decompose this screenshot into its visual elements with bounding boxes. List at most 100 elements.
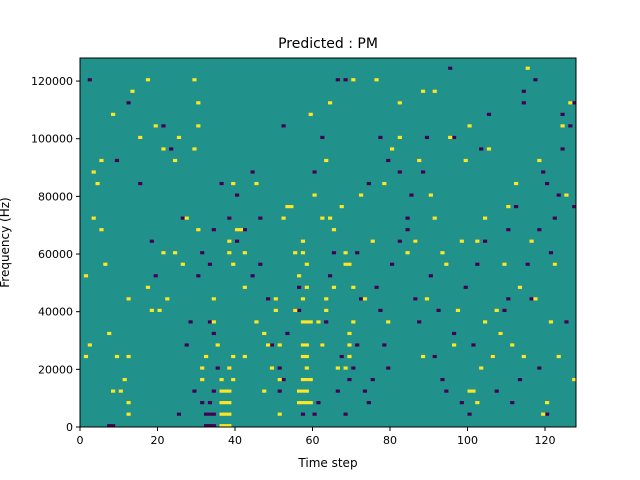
heatmap-cell-high	[196, 124, 201, 128]
heatmap-cell-high	[103, 262, 108, 266]
heatmap-cell-low	[378, 135, 383, 140]
heatmap-cell-low	[506, 297, 511, 301]
heatmap-cell-high	[231, 262, 236, 266]
heatmap-cell-low	[463, 285, 468, 289]
heatmap-cell-high	[304, 377, 309, 382]
heatmap-cell-low	[200, 251, 205, 255]
y-tick-label: 20000	[38, 363, 73, 376]
heatmap-cell-low	[196, 274, 201, 278]
heatmap-cell-low	[343, 412, 348, 416]
heatmap-cell-high	[331, 228, 337, 232]
heatmap-cell-high	[196, 228, 201, 232]
heatmap-cell-high	[262, 331, 267, 336]
heatmap-cell-high	[467, 124, 472, 128]
heatmap-cell-high	[273, 297, 278, 301]
heatmap-cell-high	[297, 274, 302, 278]
heatmap-cell-high	[428, 193, 433, 197]
heatmap-cell-low	[452, 135, 457, 140]
heatmap-cell-high	[343, 366, 348, 370]
heatmap-cell-high	[223, 389, 228, 393]
x-tick-label: 60	[306, 434, 320, 447]
heatmap-cell-high	[471, 389, 476, 393]
y-axis-ticks: 0 20000 40000 60000 80000 100000 120000	[31, 75, 80, 434]
heatmap-cell-high	[370, 239, 375, 243]
heatmap-cell-high	[533, 297, 538, 301]
heatmap-cell-high	[304, 354, 309, 359]
heatmap-cell-low	[312, 170, 317, 174]
heatmap-cell-high	[254, 181, 259, 186]
heatmap-cell-high	[347, 262, 352, 266]
heatmap-cell-high	[145, 78, 151, 82]
heatmap-cell-high	[502, 262, 507, 266]
heatmap-cell-low	[359, 297, 364, 301]
heatmap-cell-low	[386, 158, 391, 163]
heatmap-cell-low	[87, 78, 92, 82]
heatmap-cell-high	[293, 251, 298, 255]
heatmap-cell-high	[335, 366, 340, 370]
heatmap-cell-high	[347, 354, 352, 359]
heatmap-cell-high	[122, 377, 127, 382]
heatmap-cell-high	[351, 320, 356, 324]
heatmap-cell-low	[409, 193, 414, 197]
heatmap-cell-low	[126, 101, 131, 105]
heatmap-cell-low	[428, 274, 433, 278]
heatmap-cell-high	[510, 343, 515, 347]
y-tick-label: 80000	[38, 190, 73, 203]
heatmap-cell-low	[397, 239, 402, 243]
heatmap-cell-low	[572, 101, 577, 105]
heatmap-cell-low	[514, 205, 519, 209]
heatmap-cell-low	[211, 389, 216, 393]
heatmap-cell-low	[324, 320, 329, 324]
heatmap-cell-low	[521, 101, 526, 105]
heatmap-cell-high	[153, 124, 158, 128]
heatmap-cell-high	[107, 331, 112, 336]
heatmap-cell-low	[211, 424, 216, 428]
heatmap-cell-low	[390, 262, 395, 266]
heatmap-cell-high	[308, 112, 313, 116]
heatmap-cell-high	[304, 401, 309, 405]
heatmap-cell-high	[300, 377, 306, 382]
heatmap-cell-high	[529, 239, 534, 243]
heatmap-cell-low	[560, 112, 565, 116]
heatmap-cell-low	[548, 251, 554, 255]
heatmap-cell-high	[421, 354, 426, 359]
heatmap-cell-high	[211, 320, 216, 324]
heatmap-cell-low	[479, 147, 484, 151]
heatmap-cell-high	[273, 308, 278, 312]
heatmap-cell-high	[277, 412, 282, 416]
heatmap-cell-high	[266, 343, 271, 347]
x-tick-label: 40	[228, 434, 242, 447]
heatmap-cell-high	[514, 181, 519, 186]
heatmap-cell-high	[126, 297, 131, 301]
heatmap-cell-high	[343, 251, 348, 255]
x-tick-label: 100	[457, 434, 478, 447]
heatmap-cell-low	[200, 401, 205, 405]
heatmap-cell-high	[300, 297, 306, 301]
heatmap-cell-high	[324, 308, 329, 312]
heatmap-cell-high	[498, 331, 503, 336]
heatmap-cell-low	[533, 78, 538, 82]
heatmap-cell-low	[517, 377, 523, 382]
heatmap-cell-low	[459, 401, 464, 405]
heatmap-cell-high	[475, 401, 480, 405]
heatmap-cell-high	[424, 297, 430, 301]
heatmap-cell-low	[397, 170, 402, 174]
heatmap-cell-high	[304, 366, 309, 370]
heatmap-cell-high	[300, 343, 306, 347]
heatmap-cell-high	[277, 377, 282, 382]
heatmap-cell-low	[204, 424, 209, 428]
heatmap-cell-low	[452, 331, 457, 336]
heatmap-cell-high	[448, 135, 453, 140]
heatmap-cell-high	[83, 274, 89, 278]
heatmap-cell-high	[165, 297, 170, 301]
y-tick-label: 60000	[38, 248, 73, 261]
y-tick-label: 0	[66, 421, 73, 434]
heatmap-cell-low	[386, 366, 391, 370]
heatmap-cell-low	[161, 124, 166, 128]
heatmap-cell-high	[300, 354, 306, 359]
heatmap-cell-low	[297, 285, 302, 289]
heatmap-cell-low	[568, 124, 573, 128]
heatmap-cell-high	[192, 78, 197, 82]
x-tick-label: 0	[77, 434, 84, 447]
heatmap-cell-low	[204, 412, 209, 416]
